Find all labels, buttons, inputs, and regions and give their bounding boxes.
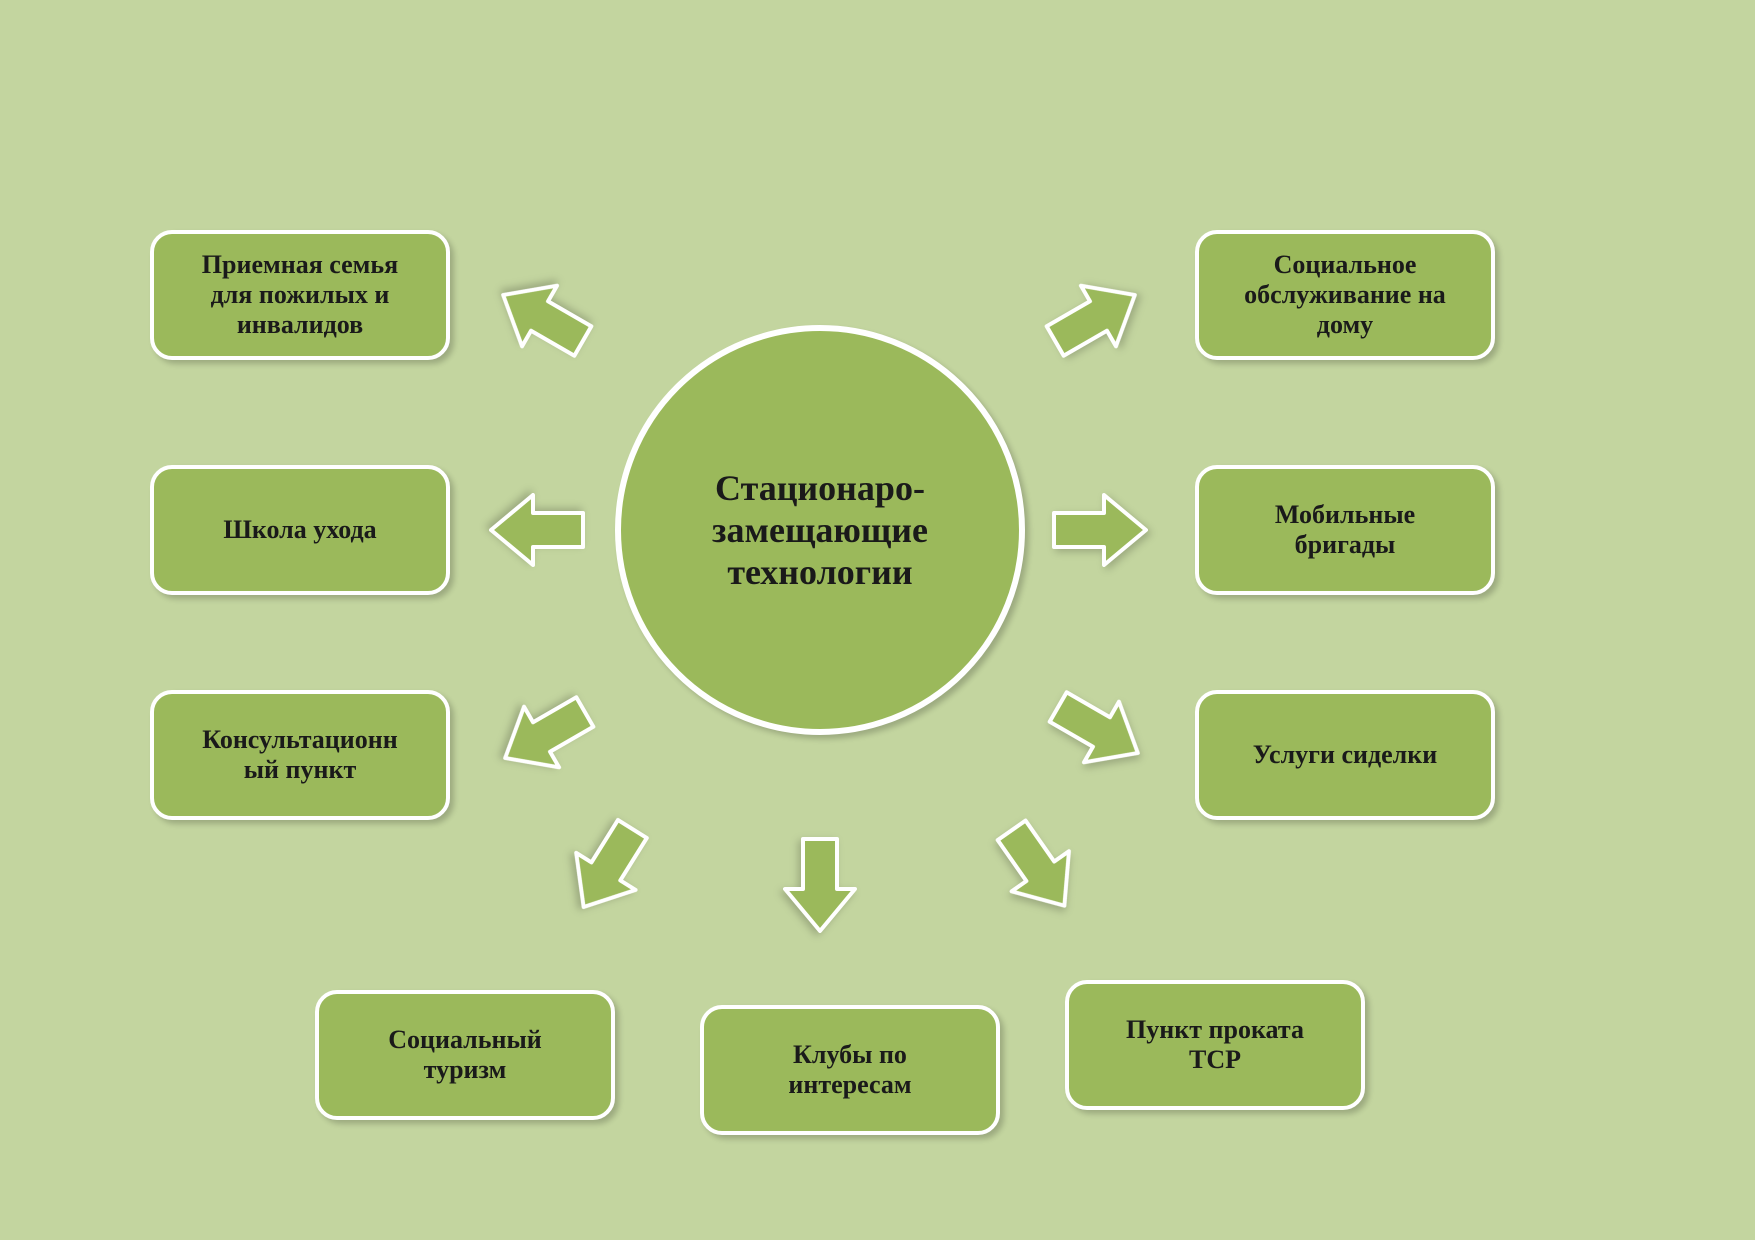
node-tsr-rental: Пункт проката ТСР	[1065, 980, 1365, 1110]
arrow-to-home-service	[1032, 259, 1158, 377]
node-home-service: Социальное обслуживание на дому	[1195, 230, 1495, 360]
arrow-to-care-school	[487, 491, 587, 569]
node-label: Консультационн ый пункт	[202, 725, 397, 785]
diagram-canvas: Стационаро- замещающие технологии Приемн…	[0, 0, 1755, 1240]
node-nurse-services: Услуги сиделки	[1195, 690, 1495, 820]
center-node: Стационаро- замещающие технологии	[615, 325, 1025, 735]
arrow-to-interest-clubs	[781, 835, 859, 935]
node-label: Пункт проката ТСР	[1126, 1015, 1304, 1075]
node-label: Школа ухода	[223, 515, 376, 545]
arrow-to-mobile-teams	[1050, 491, 1150, 569]
arrow-to-consult-point	[482, 676, 608, 794]
arrow-to-foster-family	[480, 259, 606, 377]
node-care-school: Школа ухода	[150, 465, 450, 595]
node-foster-family: Приемная семья для пожилых и инвалидов	[150, 230, 450, 360]
node-label: Мобильные бригады	[1275, 500, 1415, 560]
node-label: Социальное обслуживание на дому	[1244, 250, 1446, 340]
arrow-to-social-tourism	[548, 805, 667, 931]
node-interest-clubs: Клубы по интересам	[700, 1005, 1000, 1135]
node-label: Приемная семья для пожилых и инвалидов	[202, 250, 398, 340]
arrow-to-tsr-rental	[977, 805, 1098, 932]
center-node-label: Стационаро- замещающие технологии	[712, 467, 928, 593]
node-label: Услуги сиделки	[1253, 740, 1437, 770]
node-mobile-teams: Мобильные бригады	[1195, 465, 1495, 595]
node-social-tourism: Социальный туризм	[315, 990, 615, 1120]
node-label: Социальный туризм	[388, 1025, 542, 1085]
arrow-to-nurse-services	[1035, 671, 1161, 789]
node-label: Клубы по интересам	[788, 1040, 911, 1100]
node-consult-point: Консультационн ый пункт	[150, 690, 450, 820]
